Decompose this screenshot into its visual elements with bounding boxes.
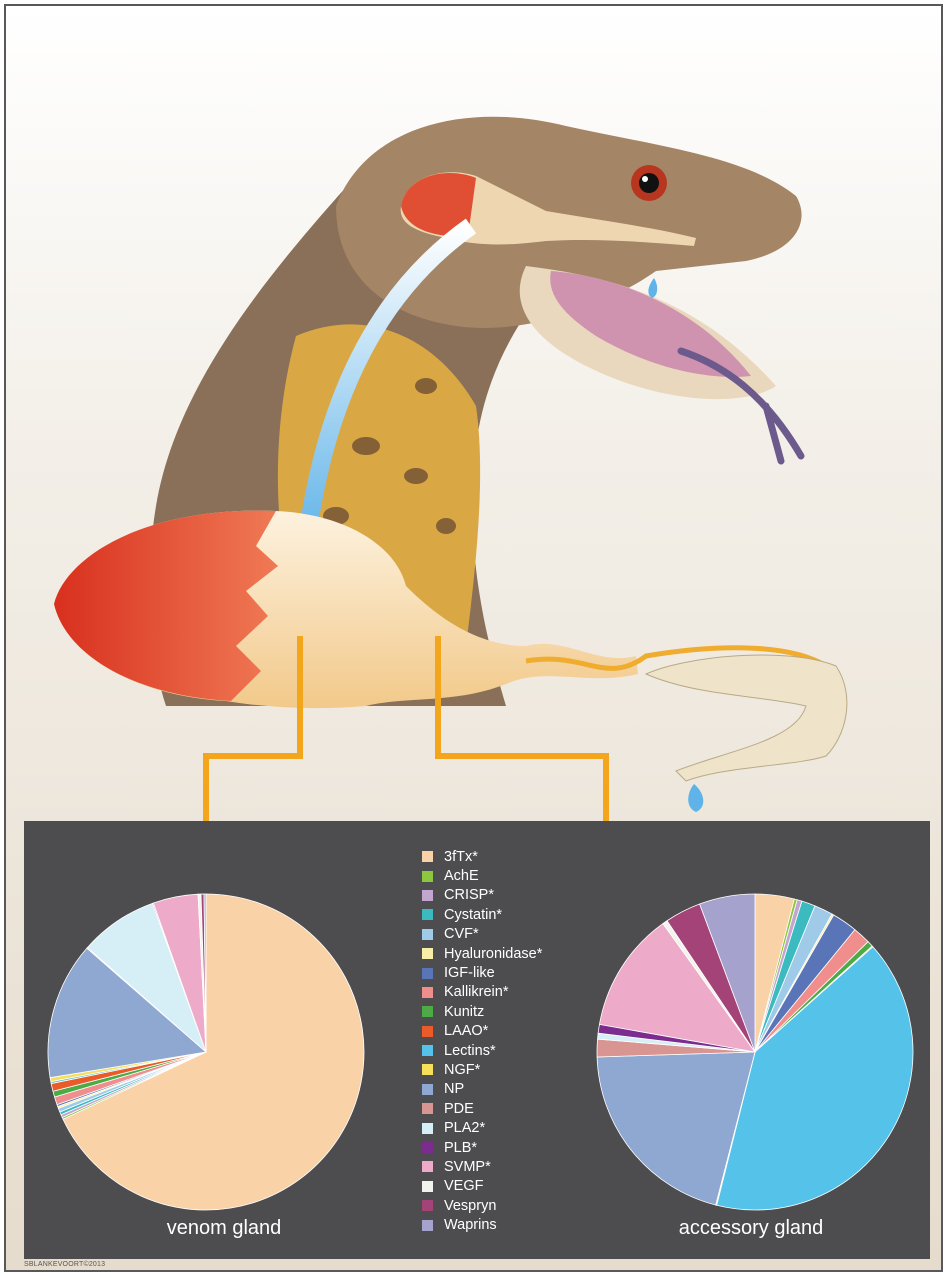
- legend-label: 3fTx*: [444, 848, 478, 865]
- pie-slice-np: [596, 1051, 756, 1206]
- legend-label: CRISP*: [444, 887, 494, 904]
- snake-tongue: [677, 347, 805, 465]
- head-venom-gland: [400, 172, 696, 246]
- chart-panel: venom gland accessory gland 3fTx* AchE CRI…: [24, 821, 930, 1259]
- legend-label: Vespryn: [444, 1197, 497, 1214]
- legend-swatch: [422, 1103, 433, 1115]
- arrow-to-accessory-gland: [435, 636, 609, 826]
- legend-item: Hyaluronidase*: [422, 944, 622, 963]
- legend-swatch: [422, 1064, 433, 1076]
- legend-item: 3fTx*: [422, 847, 622, 866]
- legend-item: Waprins: [422, 1215, 622, 1234]
- legend-swatch: [422, 1161, 433, 1173]
- legend-item: CVF*: [422, 925, 622, 944]
- legend-item: LAAO*: [422, 1022, 622, 1041]
- legend-swatch: [422, 1219, 433, 1231]
- legend-swatch: [422, 1142, 433, 1154]
- legend-swatch: [422, 948, 433, 960]
- pie-slice-lectins: [716, 946, 914, 1211]
- pie-slice-3ftx: [62, 893, 365, 1211]
- snake-mouth: [550, 271, 751, 377]
- legend-item: PLB*: [422, 1138, 622, 1157]
- legend-swatch: [422, 1180, 433, 1192]
- legend-swatch: [422, 928, 433, 940]
- figure-frame: venom gland accessory gland 3fTx* AchE CRI…: [4, 4, 943, 1272]
- venom-drop: [648, 278, 658, 298]
- venom-gland-pie: [47, 893, 365, 1211]
- legend-item: PDE: [422, 1099, 622, 1118]
- compressor-muscle: [54, 510, 278, 701]
- legend-item: AchE: [422, 866, 622, 885]
- legend-label: SVMP*: [444, 1158, 491, 1175]
- legend-swatch: [422, 870, 433, 882]
- legend-item: PLA2*: [422, 1118, 622, 1137]
- legend-swatch: [422, 1122, 433, 1134]
- legend-swatch: [422, 909, 433, 921]
- legend-swatch: [422, 1006, 433, 1018]
- legend-swatch: [422, 851, 433, 863]
- legend-label: PDE: [444, 1100, 474, 1117]
- legend-item: NP: [422, 1080, 622, 1099]
- legend-item: NGF*: [422, 1060, 622, 1079]
- legend-item: Kallikrein*: [422, 983, 622, 1002]
- arrow-to-venom-gland: [203, 636, 303, 826]
- legend-swatch: [422, 1025, 433, 1037]
- legend-label: LAAO*: [444, 1023, 489, 1040]
- legend-item: Cystatin*: [422, 905, 622, 924]
- fang-maxilla: [644, 654, 848, 782]
- pie-slice-np: [47, 947, 207, 1079]
- legend-label: Kunitz: [444, 1003, 485, 1020]
- legend-label: IGF-like: [444, 965, 495, 982]
- pie-slice-waprins: [699, 893, 756, 1053]
- legend-label: Waprins: [444, 1217, 497, 1234]
- pie-slice-waprins: [203, 893, 207, 1053]
- venom-duct: [525, 645, 828, 671]
- snake-illustration: [54, 116, 848, 826]
- legend-label: CVF*: [444, 926, 479, 943]
- legend-label: Hyaluronidase*: [444, 945, 543, 962]
- legend-label: PLA2*: [444, 1120, 486, 1137]
- blue-arrow: [297, 218, 477, 548]
- pie-slice-svmp: [598, 923, 756, 1053]
- legend-label: NGF*: [444, 1061, 481, 1078]
- legend-label: AchE: [444, 868, 479, 885]
- fang-drop: [688, 784, 704, 812]
- legend-swatch: [422, 889, 433, 901]
- pie-charts: [47, 893, 914, 1211]
- legend-label: Kallikrein*: [444, 984, 509, 1001]
- legend-item: VEGF: [422, 1177, 622, 1196]
- legend-swatch: [422, 986, 433, 998]
- legend-label: Lectins*: [444, 1042, 496, 1059]
- legend-item: SVMP*: [422, 1157, 622, 1176]
- venom-gland-title: venom gland: [166, 1217, 282, 1239]
- legend-swatch: [422, 967, 433, 979]
- legend-swatch: [422, 1045, 433, 1057]
- legend-item: CRISP*: [422, 886, 622, 905]
- legend-swatch: [422, 1200, 433, 1212]
- legend-item: Vespryn: [422, 1196, 622, 1215]
- credit-text: SBLANKEVOORT©2013: [24, 1261, 106, 1268]
- legend-label: VEGF: [444, 1178, 484, 1195]
- legend-label: NP: [444, 1081, 465, 1098]
- legend: 3fTx* AchE CRISP* Cystatin* CVF* Hyaluronidas…: [422, 847, 622, 1235]
- legend-item: Kunitz: [422, 1002, 622, 1021]
- legend-label: PLB*: [444, 1139, 478, 1156]
- legend-item: IGF-like: [422, 963, 622, 982]
- legend-item: Lectins*: [422, 1041, 622, 1060]
- accessory-gland-title: accessory gland: [678, 1217, 824, 1239]
- legend-swatch: [422, 1083, 433, 1095]
- legend-label: Cystatin*: [444, 906, 503, 923]
- accessory-gland-pie: [596, 893, 914, 1211]
